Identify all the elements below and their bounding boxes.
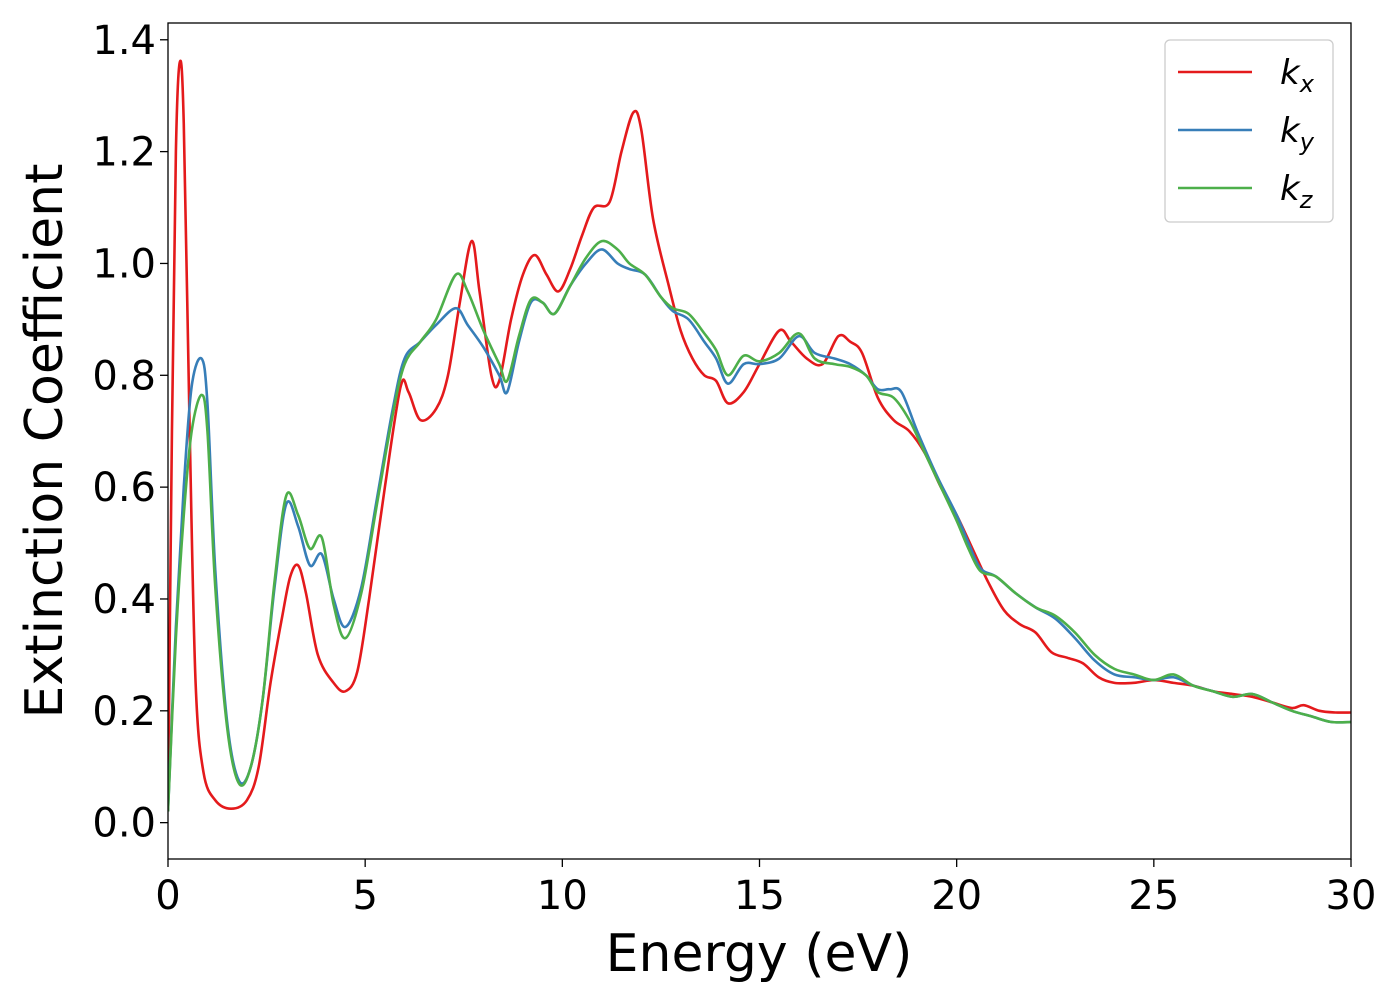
series-line-kz — [168, 239, 1351, 812]
x-axis: 0 5 10 15 20 25 30 — [155, 859, 1376, 919]
x-tick-label: 20 — [931, 873, 982, 919]
series-line-kx — [168, 59, 1351, 812]
legend-label-symbol: k — [1280, 53, 1301, 93]
legend-label-subscript: y — [1299, 128, 1315, 156]
y-tick-label: 0.6 — [92, 465, 156, 511]
x-tick-label: 15 — [734, 873, 785, 919]
series-layer — [168, 59, 1351, 812]
legend-label-symbol: k — [1280, 169, 1301, 209]
x-tick-label: 5 — [352, 873, 377, 919]
x-tick-label: 0 — [155, 873, 180, 919]
legend-label-symbol: k — [1280, 111, 1301, 151]
legend-label-ky: ky — [1280, 111, 1315, 156]
y-tick-label: 1.4 — [92, 18, 156, 64]
y-tick-label: 1.0 — [92, 241, 156, 287]
y-tick-label: 0.8 — [92, 353, 156, 399]
legend-label-subscript: z — [1299, 186, 1314, 214]
legend-label-kz: kz — [1280, 169, 1314, 214]
y-tick-label: 0.4 — [92, 577, 156, 623]
y-axis: 0.0 0.2 0.4 0.6 0.8 1.0 1.2 1.4 — [92, 18, 168, 847]
x-tick-label: 10 — [537, 873, 588, 919]
x-tick-label: 25 — [1128, 873, 1179, 919]
legend-label-kx: kx — [1280, 53, 1315, 98]
y-tick-label: 1.2 — [92, 130, 156, 176]
x-tick-label: 30 — [1326, 873, 1377, 919]
y-tick-label: 0.2 — [92, 689, 156, 735]
legend-label-subscript: x — [1299, 70, 1315, 98]
y-axis-title: Extinction Coefficient — [15, 164, 75, 719]
y-tick-label: 0.0 — [92, 801, 156, 847]
x-axis-title: Energy (eV) — [606, 924, 913, 984]
